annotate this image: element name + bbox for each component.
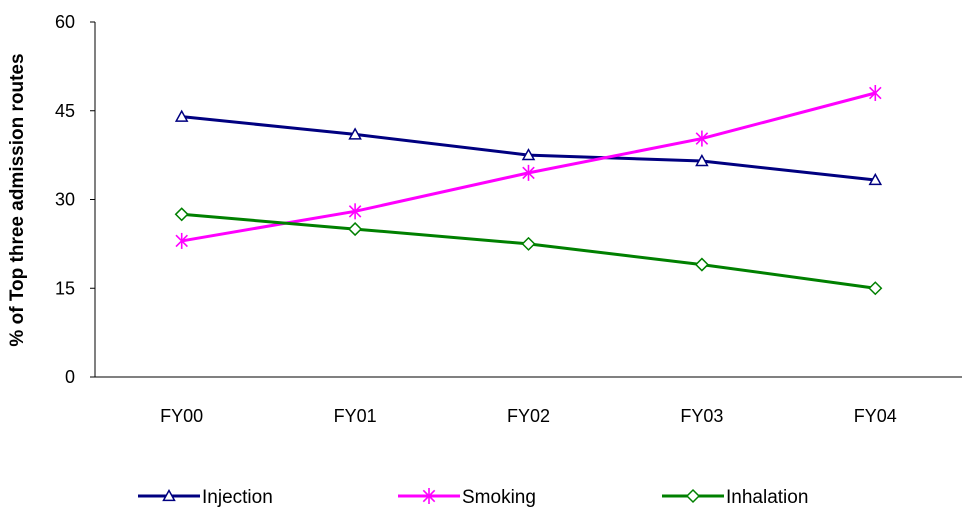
x-tick-label: FY03: [680, 406, 723, 426]
y-tick-label: 30: [55, 190, 75, 210]
x-tick-label: FY02: [507, 406, 550, 426]
legend-label: Smoking: [462, 487, 536, 508]
y-tick-label: 15: [55, 278, 75, 298]
legend-marker: [687, 490, 699, 502]
series-layer: [176, 85, 882, 294]
y-ticks: 0 15 30 45 60: [55, 12, 95, 387]
y-tick-label: 60: [55, 12, 75, 32]
legend-label: Injection: [202, 487, 273, 508]
y-tick-label: 45: [55, 101, 75, 121]
legend-item-injection: Injection: [138, 487, 273, 508]
data-point: [869, 282, 881, 294]
x-tick-label: FY00: [160, 406, 203, 426]
series-line: [182, 214, 876, 288]
y-axis-title: % of Top three admission routes: [7, 53, 28, 346]
legend-item-inhalation: Inhalation: [662, 487, 808, 508]
data-point: [176, 208, 188, 220]
legend: Injection Smoking Inhalation: [138, 487, 808, 508]
x-tick-label: FY01: [334, 406, 377, 426]
legend-label: Inhalation: [726, 487, 808, 508]
x-ticks: FY00 FY01 FY02 FY03 FY04: [160, 406, 897, 426]
data-point: [523, 238, 535, 250]
series-inhalation: [176, 208, 882, 294]
data-point: [349, 223, 361, 235]
legend-item-smoking: Smoking: [398, 487, 536, 508]
y-tick-label: 0: [65, 367, 75, 387]
data-point: [696, 259, 708, 271]
x-tick-label: FY04: [854, 406, 897, 426]
